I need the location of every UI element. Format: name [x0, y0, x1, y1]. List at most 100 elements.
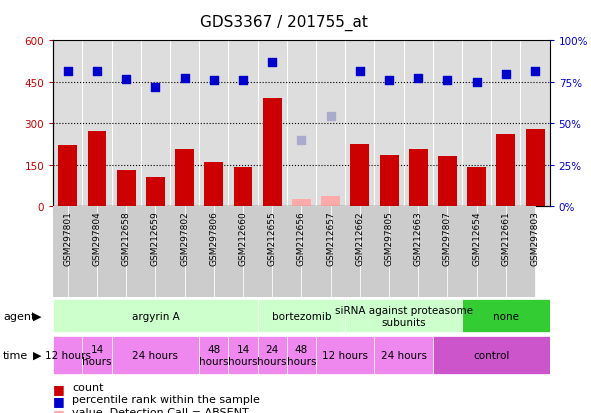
Text: 14
hours: 14 hours — [228, 344, 258, 366]
Bar — [287, 337, 316, 374]
Bar — [175, 150, 194, 206]
Text: 12 hours: 12 hours — [45, 350, 91, 360]
Point — [238, 78, 248, 85]
Bar — [350, 145, 369, 206]
Point — [443, 78, 452, 85]
FancyBboxPatch shape — [243, 206, 272, 297]
Text: GSM212655: GSM212655 — [268, 211, 277, 266]
Bar — [82, 337, 112, 374]
Bar — [438, 157, 457, 206]
FancyBboxPatch shape — [301, 206, 330, 297]
Point — [414, 75, 423, 82]
FancyBboxPatch shape — [38, 206, 68, 297]
Bar — [375, 337, 433, 374]
Text: GSM212661: GSM212661 — [501, 211, 510, 266]
Bar — [525, 129, 544, 206]
Text: GSM212663: GSM212663 — [414, 211, 423, 266]
Text: ■: ■ — [53, 382, 65, 395]
Point — [92, 68, 102, 75]
Text: ▶: ▶ — [33, 350, 41, 360]
FancyBboxPatch shape — [184, 206, 214, 297]
Text: 14
hours: 14 hours — [82, 344, 112, 366]
Text: ■: ■ — [53, 407, 65, 413]
Point — [326, 114, 335, 120]
FancyBboxPatch shape — [155, 206, 184, 297]
Text: time: time — [3, 350, 28, 360]
Text: 48
hours: 48 hours — [287, 344, 316, 366]
Point — [122, 76, 131, 83]
Text: GSM212658: GSM212658 — [122, 211, 131, 266]
Bar — [433, 337, 550, 374]
Text: GSM297803: GSM297803 — [531, 211, 540, 266]
Text: GSM297804: GSM297804 — [93, 211, 102, 266]
Text: GSM212660: GSM212660 — [239, 211, 248, 266]
Bar — [292, 199, 311, 206]
Text: GSM297806: GSM297806 — [209, 211, 218, 266]
Text: GSM297802: GSM297802 — [180, 211, 189, 266]
Bar — [59, 146, 77, 206]
Point — [297, 137, 306, 144]
Text: 24 hours: 24 hours — [132, 350, 178, 360]
Text: GSM212659: GSM212659 — [151, 211, 160, 266]
Text: ■: ■ — [53, 394, 65, 407]
Bar — [204, 162, 223, 206]
FancyBboxPatch shape — [506, 206, 535, 297]
Bar — [53, 299, 258, 333]
Bar — [496, 135, 515, 206]
Point — [384, 78, 394, 85]
Text: argyrin A: argyrin A — [132, 311, 179, 321]
Bar — [87, 132, 106, 206]
Text: agent: agent — [3, 311, 35, 321]
FancyBboxPatch shape — [272, 206, 301, 297]
Text: GDS3367 / 201755_at: GDS3367 / 201755_at — [200, 15, 368, 31]
Point — [180, 75, 189, 82]
FancyBboxPatch shape — [330, 206, 360, 297]
Text: GSM212654: GSM212654 — [472, 211, 481, 266]
Text: GSM297805: GSM297805 — [385, 211, 394, 266]
FancyBboxPatch shape — [389, 206, 418, 297]
Text: 12 hours: 12 hours — [322, 350, 368, 360]
Text: value, Detection Call = ABSENT: value, Detection Call = ABSENT — [72, 407, 249, 413]
FancyBboxPatch shape — [97, 206, 126, 297]
Point — [151, 85, 160, 91]
Text: siRNA against proteasome
subunits: siRNA against proteasome subunits — [335, 305, 473, 327]
Bar — [199, 337, 228, 374]
Point — [530, 68, 540, 75]
FancyBboxPatch shape — [360, 206, 389, 297]
FancyBboxPatch shape — [68, 206, 97, 297]
Point — [268, 60, 277, 66]
Text: ▶: ▶ — [33, 311, 41, 321]
Text: 24
hours: 24 hours — [258, 344, 287, 366]
Point — [501, 71, 511, 78]
Point — [472, 79, 481, 86]
FancyBboxPatch shape — [447, 206, 476, 297]
Text: percentile rank within the sample: percentile rank within the sample — [72, 394, 260, 404]
Bar — [467, 168, 486, 206]
Bar — [462, 299, 550, 333]
Text: GSM297807: GSM297807 — [443, 211, 452, 266]
Bar — [258, 337, 287, 374]
Text: GSM212657: GSM212657 — [326, 211, 335, 266]
Text: GSM212662: GSM212662 — [355, 211, 364, 266]
Bar — [316, 337, 375, 374]
Text: 48
hours: 48 hours — [199, 344, 229, 366]
Bar — [379, 156, 398, 206]
Bar — [345, 299, 462, 333]
Bar — [146, 178, 165, 206]
FancyBboxPatch shape — [126, 206, 155, 297]
Bar — [116, 171, 136, 206]
Bar — [228, 337, 258, 374]
Text: count: count — [72, 382, 103, 392]
Text: GSM297801: GSM297801 — [63, 211, 72, 266]
Point — [209, 78, 219, 85]
Bar — [258, 299, 345, 333]
Bar — [112, 337, 199, 374]
Bar — [321, 197, 340, 206]
FancyBboxPatch shape — [214, 206, 243, 297]
Point — [355, 68, 365, 75]
Text: 24 hours: 24 hours — [381, 350, 427, 360]
Bar — [53, 337, 82, 374]
Text: bortezomib: bortezomib — [272, 311, 331, 321]
Text: control: control — [473, 350, 509, 360]
Bar — [233, 168, 252, 206]
